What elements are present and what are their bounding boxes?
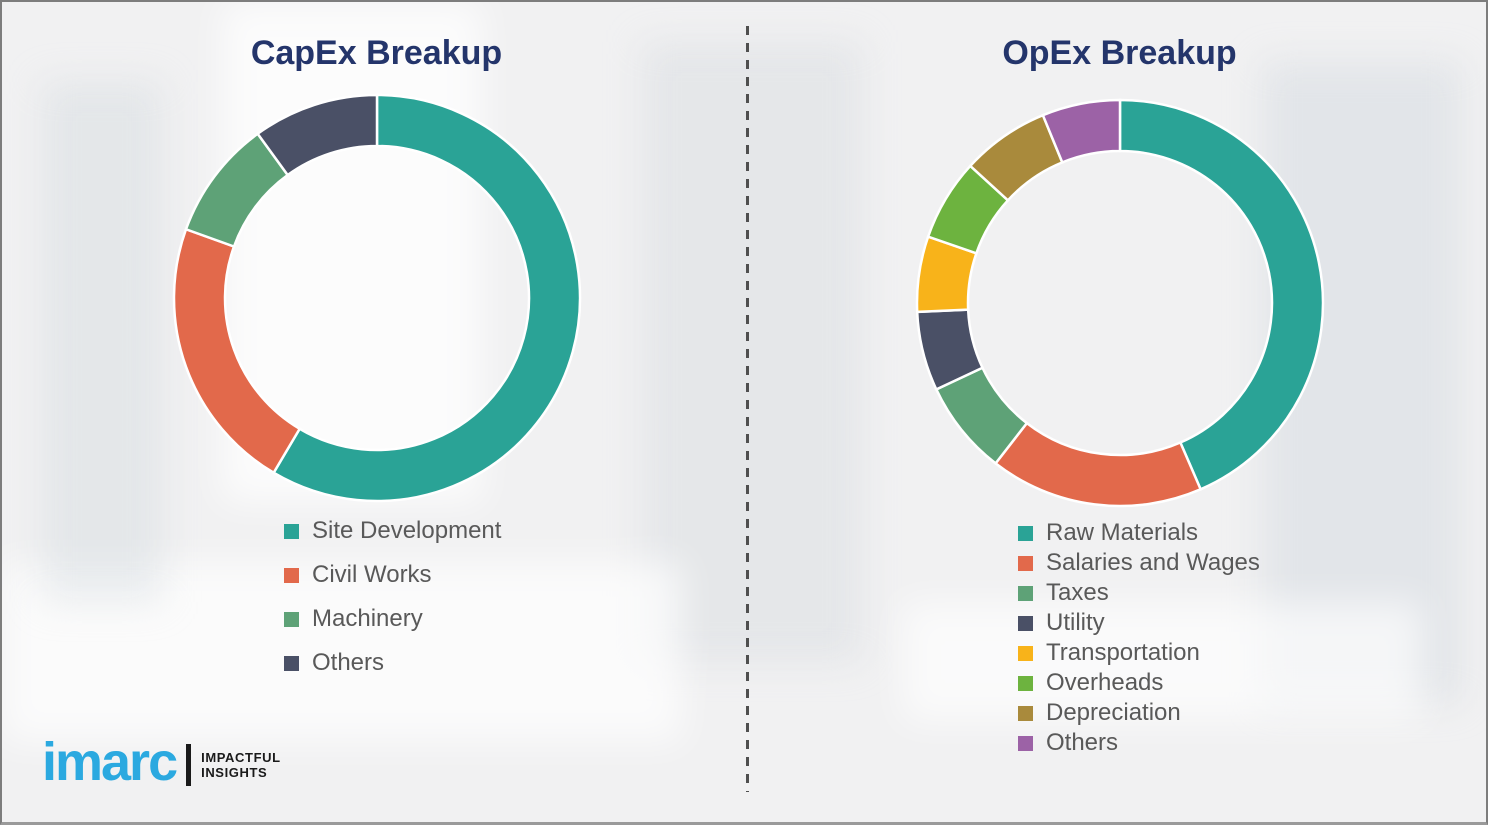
legend-label: Overheads	[1046, 669, 1164, 696]
donut-segment-others	[255, 93, 378, 177]
legend-label: Site Development	[312, 517, 502, 544]
legend-label: Civil Works	[312, 561, 432, 588]
legend-label: Transportation	[1046, 639, 1200, 666]
legend-swatch-icon	[1018, 585, 1033, 601]
bottom-white-strip	[0, 825, 1488, 836]
capex-donut-chart	[172, 93, 581, 503]
vertical-dashed-divider	[746, 26, 749, 792]
legend-item-salaries-and-wages: Salaries and Wages	[1018, 548, 1260, 578]
legend-swatch-icon	[1018, 555, 1033, 571]
legend-swatch-icon	[284, 567, 299, 583]
donut-segment-salaries-and-wages	[993, 421, 1202, 508]
donut-segment-site-development	[271, 93, 581, 503]
legend-item-raw-materials: Raw Materials	[1018, 518, 1260, 548]
legend-label: Taxes	[1046, 579, 1109, 606]
legend-item-depreciation: Depreciation	[1018, 698, 1260, 728]
logo-divider-bar	[186, 744, 192, 786]
legend-label: Others	[312, 649, 385, 676]
legend-item-others: Others	[1018, 728, 1260, 758]
legend-swatch-icon	[1018, 645, 1033, 661]
opex-legend: Raw Materials Salaries and Wages Taxes Util…	[1018, 518, 1260, 758]
logo-tagline-line2: INSIGHTS	[201, 765, 268, 780]
capex-chart-title: CapEx Breakup	[250, 34, 503, 72]
imarc-logo-wordmark: imarc	[42, 732, 178, 792]
imarc-logo: imarc IMPACTFUL INSIGHTS	[42, 735, 281, 789]
legend-item-utility: Utility	[1018, 608, 1260, 638]
opex-donut-chart	[915, 98, 1324, 508]
legend-label: Others	[1046, 729, 1119, 756]
legend-swatch-icon	[1018, 705, 1033, 721]
legend-item-others: Others	[284, 641, 501, 685]
donut-segment-raw-materials	[1118, 98, 1324, 491]
legend-label: Machinery	[312, 605, 423, 632]
legend-item-civil-works: Civil Works	[284, 553, 501, 597]
donut-segment-others	[1040, 98, 1121, 165]
legend-swatch-icon	[284, 655, 299, 671]
legend-swatch-icon	[1018, 735, 1033, 751]
legend-item-site-development: Site Development	[284, 509, 501, 553]
legend-swatch-icon	[1018, 615, 1033, 631]
legend-item-overheads: Overheads	[1018, 668, 1260, 698]
legend-swatch-icon	[1018, 675, 1033, 691]
legend-swatch-icon	[284, 523, 299, 539]
legend-item-machinery: Machinery	[284, 597, 501, 641]
opex-chart-section: OpEx Breakup	[912, 30, 1327, 509]
legend-label: Depreciation	[1046, 699, 1181, 726]
logo-tagline-line1: IMPACTFUL	[201, 750, 281, 765]
legend-item-taxes: Taxes	[1018, 578, 1260, 608]
opex-chart-title: OpEx Breakup	[1002, 34, 1237, 72]
legend-label: Raw Materials	[1046, 519, 1199, 546]
capex-chart-section: CapEx Breakup	[169, 30, 584, 504]
legend-swatch-icon	[284, 611, 299, 627]
legend-label: Salaries and Wages	[1046, 549, 1260, 576]
legend-item-transportation: Transportation	[1018, 638, 1260, 668]
logo-tagline: IMPACTFUL INSIGHTS	[201, 750, 281, 780]
donut-segment-civil-works	[172, 227, 301, 475]
legend-swatch-icon	[1018, 525, 1033, 541]
legend-label: Utility	[1046, 609, 1105, 636]
capex-legend: Site Development Civil Works Machinery Othe…	[284, 509, 501, 685]
